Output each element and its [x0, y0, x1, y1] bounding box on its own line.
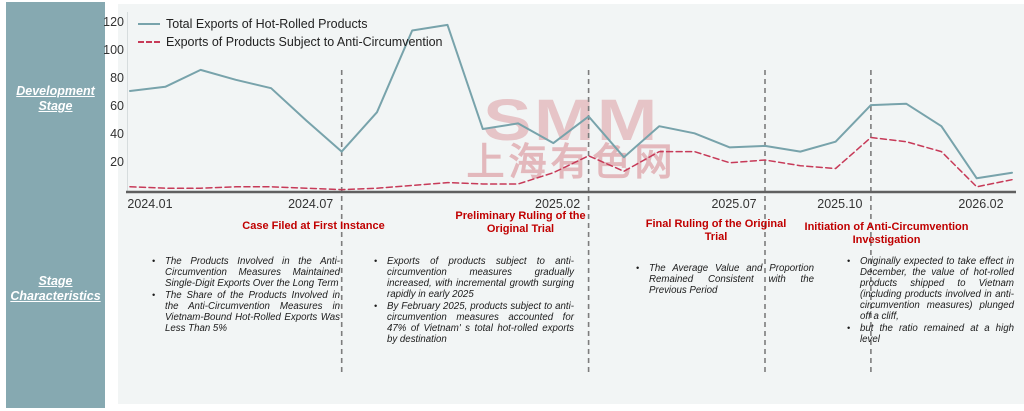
- y-axis-tick-label: 20: [110, 155, 124, 170]
- bullet-item: By February 2025, products subject to an…: [370, 301, 574, 345]
- y-axis-tick-label: 40: [110, 127, 124, 142]
- x-axis-tick-label: 2025.02: [535, 197, 581, 211]
- x-axis-tick-label: 2024.01: [127, 197, 173, 211]
- stage-title-case-filed: Case Filed at First Instance: [242, 220, 385, 232]
- bullet-item: but the ratio remained at a high level: [843, 323, 1014, 345]
- stage-characteristics-label: Stage Characteristics: [10, 274, 101, 303]
- x-axis-tick-label: 2026.02: [958, 197, 1004, 211]
- x-axis-tick-label: 2025.10: [817, 197, 863, 211]
- y-axis-tick-label: 100: [103, 42, 124, 57]
- bullet-item: Exports of products subject to anti-circ…: [370, 256, 574, 300]
- sidebar: Development Stage Stage Characteristics: [6, 2, 105, 408]
- stage-bullets-case-filed: The Products Involved in the Anti-Circum…: [148, 256, 340, 335]
- legend-item-anti-circumvention: Exports of Products Subject to Anti-Circ…: [138, 33, 443, 51]
- stage-bullets-preliminary-ruling: Exports of products subject to anti-circ…: [370, 256, 574, 346]
- dashed-line-icon: [138, 41, 160, 43]
- development-stage-label: Development Stage: [16, 84, 95, 113]
- stage-title-initiation-investigation: Initiation of Anti-Circumvention Investi…: [804, 221, 969, 246]
- bullet-item: The Products Involved in the Anti-Circum…: [148, 256, 340, 289]
- legend-item-total-exports: Total Exports of Hot-Rolled Products: [138, 15, 443, 33]
- bullet-item: Originally expected to take effect in De…: [843, 256, 1014, 322]
- x-axis-tick-label: 2025.07: [711, 197, 757, 211]
- stage-title-preliminary-ruling: Preliminary Ruling of the Original Trial: [455, 210, 586, 235]
- legend-label: Exports of Products Subject to Anti-Circ…: [166, 35, 443, 49]
- stage-title-final-ruling: Final Ruling of the Original Trial: [645, 218, 787, 243]
- y-axis-tick-label: 60: [110, 99, 124, 114]
- bullet-item: The Average Value and Proportion Remaine…: [632, 263, 814, 296]
- bullet-item: The Share of the Products Involved in th…: [148, 290, 340, 334]
- solid-line-icon: [138, 23, 160, 25]
- x-axis-tick-label: 2024.07: [288, 197, 334, 211]
- stage-bullets-final-ruling: The Average Value and Proportion Remaine…: [632, 263, 814, 297]
- legend: Total Exports of Hot-Rolled Products Exp…: [138, 15, 443, 51]
- stage-bullets-initiation-investigation: Originally expected to take effect in De…: [843, 256, 1014, 346]
- y-axis-tick-label: 120: [103, 14, 124, 29]
- legend-label: Total Exports of Hot-Rolled Products: [166, 17, 368, 31]
- y-axis-tick-label: 80: [110, 70, 124, 85]
